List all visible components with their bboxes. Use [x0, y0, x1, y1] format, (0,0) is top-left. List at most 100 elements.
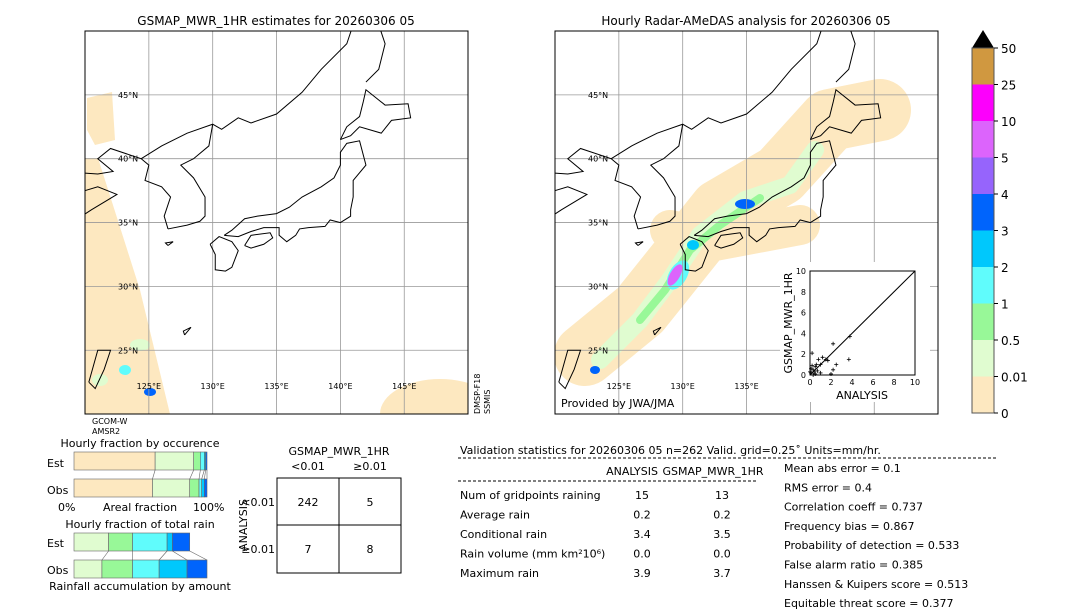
coastline: [809, 88, 882, 141]
rain-cell: [687, 240, 699, 250]
sensor-label: DMSP-F18: [473, 374, 482, 414]
tot-xlabel: Rainfall accumulation by amount: [49, 580, 231, 593]
validation-statistics: Validation statistics for 20260306 05 n=…: [458, 444, 996, 610]
scatter-xtick: 8: [891, 378, 896, 387]
scatter-point: [829, 371, 833, 376]
coastline: [835, 31, 856, 83]
colorbar-segment: [972, 84, 994, 121]
stacked-bar-segment: [73, 451, 156, 471]
scatter-ytick: 6: [801, 309, 806, 318]
stacked-bar-segment: [200, 451, 205, 471]
rain-cell: [590, 366, 600, 374]
ct-col-header: ≥0.01: [353, 460, 387, 473]
tot-obs-label: Obs: [47, 564, 69, 577]
colorbar-tick-label: 50: [1001, 42, 1016, 56]
stacked-bar-segment: [73, 559, 103, 579]
colorbar-segment: [972, 48, 994, 85]
scatter-point: [810, 363, 815, 368]
scatter-xtick: 0: [807, 378, 812, 387]
ct-row-header: ≥0.01: [241, 543, 275, 556]
coastline: [637, 124, 684, 230]
longitude-label: 135°E: [264, 382, 288, 391]
ct-cell: 8: [367, 543, 374, 556]
colorbar-segment: [972, 194, 994, 231]
coastline: [555, 186, 589, 215]
scatter-point: [815, 368, 820, 373]
connector-line: [204, 469, 206, 480]
stacked-bar-segment: [108, 532, 133, 552]
coastline: [610, 31, 822, 230]
scatter-point: [811, 373, 816, 377]
latitude-label: 45°N: [588, 91, 608, 100]
latitude-label: 30°N: [118, 282, 138, 291]
scatter-point: [825, 358, 830, 363]
rain-patch: [144, 388, 156, 396]
coastline: [88, 349, 112, 390]
scatter-ytick: 4: [801, 329, 806, 338]
stats-score: Hanssen & Kuipers score = 0.513: [784, 578, 968, 591]
ct-cell: 5: [367, 496, 374, 509]
stats-row-label: Rain volume (mm km²10⁶): [460, 548, 605, 561]
occ-title: Hourly fraction by occurence: [61, 437, 220, 450]
coastline: [679, 236, 709, 272]
stats-score: Probability of detection = 0.533: [784, 539, 959, 552]
stacked-bar-segment: [166, 532, 173, 552]
stacked-bar-segment: [204, 478, 208, 498]
stats-analysis-value: 0.2: [633, 509, 651, 522]
connector-line: [189, 469, 194, 480]
scatter-point: [813, 371, 818, 376]
occ-xtick: 100%: [193, 501, 224, 514]
stats-analysis-value: 15: [635, 489, 649, 502]
coastline: [85, 147, 142, 175]
longitude-label: 140°E: [328, 382, 352, 391]
stacked-bar-segment: [201, 478, 205, 498]
left-map-title: GSMAP_MWR_1HR estimates for 20260306 05: [137, 14, 414, 28]
map-frame: [554, 30, 939, 415]
stats-gsmap-value: 0.0: [713, 548, 731, 561]
colorbar-tick-label: 1: [1001, 298, 1009, 312]
coastline: [558, 349, 582, 390]
stacked-bar-segment: [205, 451, 208, 471]
ct-title: GSMAP_MWR_1HR: [288, 445, 389, 458]
stats-score: False alarm ratio = 0.385: [784, 559, 923, 572]
stacked-bar-segment: [73, 532, 109, 552]
credit-label: Provided by JWA/JMA: [561, 397, 675, 410]
scatter-point: [831, 341, 836, 346]
colorbar-segment: [972, 121, 994, 158]
colorbar-tick-label: 0.5: [1001, 334, 1020, 348]
occ-xtick: 0%: [58, 501, 75, 514]
coastline: [223, 140, 367, 243]
rain-field-mid: [636, 194, 764, 324]
scatter-point: [814, 362, 819, 367]
latitude-label: 35°N: [118, 219, 138, 228]
connector-line: [189, 550, 208, 561]
colorbar-segment: [972, 303, 994, 340]
connector-line: [201, 469, 205, 480]
colorbar-segment: [972, 267, 994, 304]
stats-score: RMS error = 0.4: [784, 481, 872, 494]
stacked-bar-segment: [198, 478, 202, 498]
right-map: 45°N 40°N 35°N 30°N 25°N 125°E 130°E 135°E Prov…: [554, 30, 939, 415]
stacked-bar-segment: [172, 532, 191, 552]
stacked-bar-segment: [132, 559, 160, 579]
latitude-label: 45°N: [118, 91, 138, 100]
swath-area: [87, 92, 115, 145]
stats-row-label: Conditional rain: [460, 528, 547, 541]
stacked-bar-segment: [193, 451, 201, 471]
colorbar-tick-label: 2: [1001, 261, 1009, 275]
colorbar-segment: [972, 376, 994, 413]
scatter-point: [810, 351, 815, 356]
stacked-bar-segment: [154, 451, 195, 471]
scatter-ylabel: GSMAP_MWR_1HR: [782, 272, 795, 373]
stats-col-header: GSMAP_MWR_1HR: [662, 465, 763, 478]
scatter-point: [818, 362, 823, 367]
ct-cell: 7: [305, 543, 312, 556]
rain-patch: [130, 339, 150, 351]
scatter-xtick: 10: [910, 378, 920, 387]
longitude-label: 135°E: [734, 382, 758, 391]
stats-col-header: ANALYSIS: [606, 465, 658, 478]
stats-analysis-value: 3.9: [633, 567, 651, 580]
stacked-bar-segment: [158, 559, 188, 579]
occ-est-label: Est: [47, 457, 65, 470]
coastline: [652, 326, 662, 336]
